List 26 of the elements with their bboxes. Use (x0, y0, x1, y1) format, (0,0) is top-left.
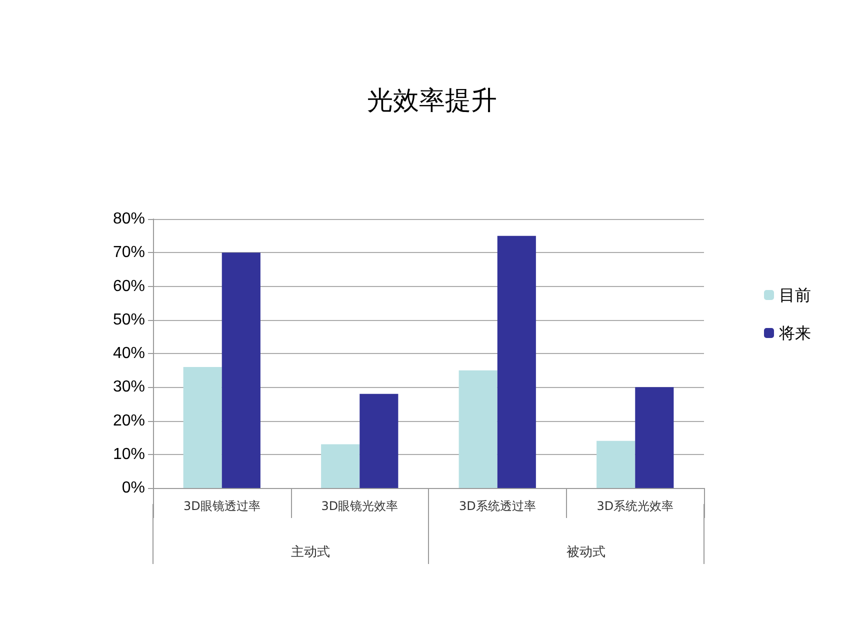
y-tick-label: 70% (112, 244, 145, 262)
text: 主动式 (290, 544, 330, 560)
bar (458, 370, 498, 488)
x-tick-label: 3D眼镜光效率 (321, 499, 398, 513)
bar (635, 387, 674, 488)
y-tick-label: 20% (112, 412, 145, 430)
bar (321, 444, 360, 488)
y-tick-label: 50% (112, 311, 145, 328)
y-tick-label: 60% (112, 278, 145, 295)
bar (360, 394, 398, 488)
x-tick-label: 3D系统透过率 (458, 499, 536, 513)
y-tick-label: 10% (112, 446, 145, 463)
bar (183, 366, 222, 488)
bar (596, 440, 636, 488)
bar (497, 236, 536, 488)
legend-label: 目前 (779, 286, 811, 304)
y-tick-label: 40% (112, 345, 145, 362)
text: 被动式 (566, 545, 606, 560)
chart-title: 光效率提升 (367, 86, 497, 116)
y-tick-label: 0% (122, 480, 145, 496)
x-tick-label: 3D系统光效率 (596, 499, 674, 513)
bar (222, 252, 260, 488)
x-tick-label: 3D眼镜透过率 (183, 499, 260, 513)
legend-label: 将来 (778, 324, 811, 342)
y-tick-label: 80% (112, 210, 145, 228)
y-tick-label: 30% (112, 378, 145, 396)
